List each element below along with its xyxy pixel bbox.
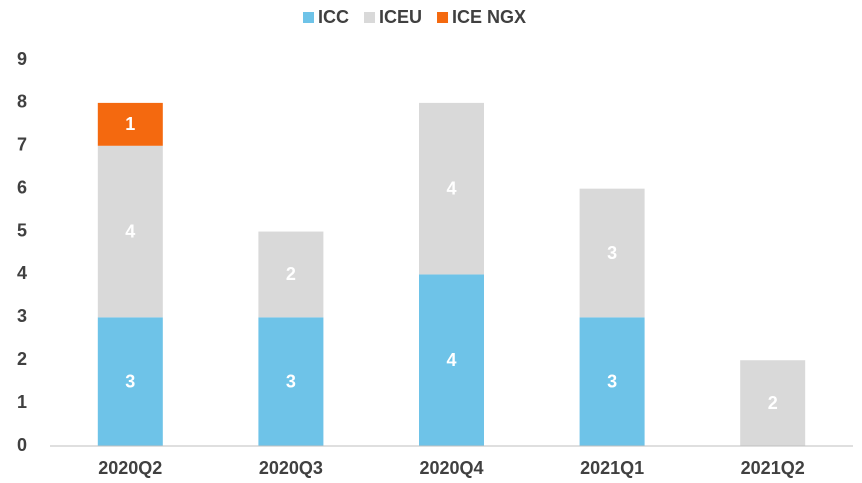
data-label: 3: [286, 371, 296, 391]
bar-segment: [258, 231, 324, 318]
x-tick-label: 2020Q2: [98, 458, 162, 478]
bar-segment: [97, 102, 163, 146]
data-label: 1: [125, 114, 135, 134]
x-tick-label: 2020Q3: [259, 458, 323, 478]
data-label: 4: [446, 350, 456, 370]
data-label: 2: [286, 264, 296, 284]
data-label: 3: [125, 371, 135, 391]
x-tick-label: 2021Q2: [741, 458, 805, 478]
x-tick-label: 2020Q4: [419, 458, 483, 478]
y-tick-label: 8: [17, 92, 27, 112]
y-tick-label: 9: [17, 49, 27, 69]
y-tick-label: 7: [17, 135, 27, 155]
y-tick-label: 2: [17, 349, 27, 369]
y-tick-label: 4: [17, 263, 27, 283]
y-tick-label: 1: [17, 392, 27, 412]
legend-label: ICC: [318, 7, 349, 27]
legend-label: ICEU: [379, 7, 422, 27]
legend-swatch: [303, 12, 314, 23]
legend-swatch: [437, 12, 449, 23]
bar-segment: [97, 145, 163, 318]
bar-segment: [419, 274, 484, 446]
y-tick-label: 5: [17, 220, 27, 240]
y-tick-label: 3: [17, 306, 27, 326]
bar-segment: [97, 317, 163, 446]
legend-label: ICE NGX: [452, 7, 526, 27]
data-label: 4: [125, 221, 135, 241]
data-label: 3: [607, 371, 617, 391]
bar-segment: [579, 317, 645, 446]
data-label: 3: [607, 243, 617, 263]
bar-segment: [579, 188, 645, 318]
y-tick-label: 0: [17, 435, 27, 455]
legend-swatch: [364, 12, 375, 23]
bar-segment: [419, 102, 484, 275]
x-tick-label: 2021Q1: [580, 458, 644, 478]
data-label: 2: [768, 393, 778, 413]
data-label: 4: [446, 178, 456, 198]
bar-segment: [740, 360, 806, 446]
y-tick-label: 6: [17, 177, 27, 197]
bar-segment: [258, 317, 324, 446]
